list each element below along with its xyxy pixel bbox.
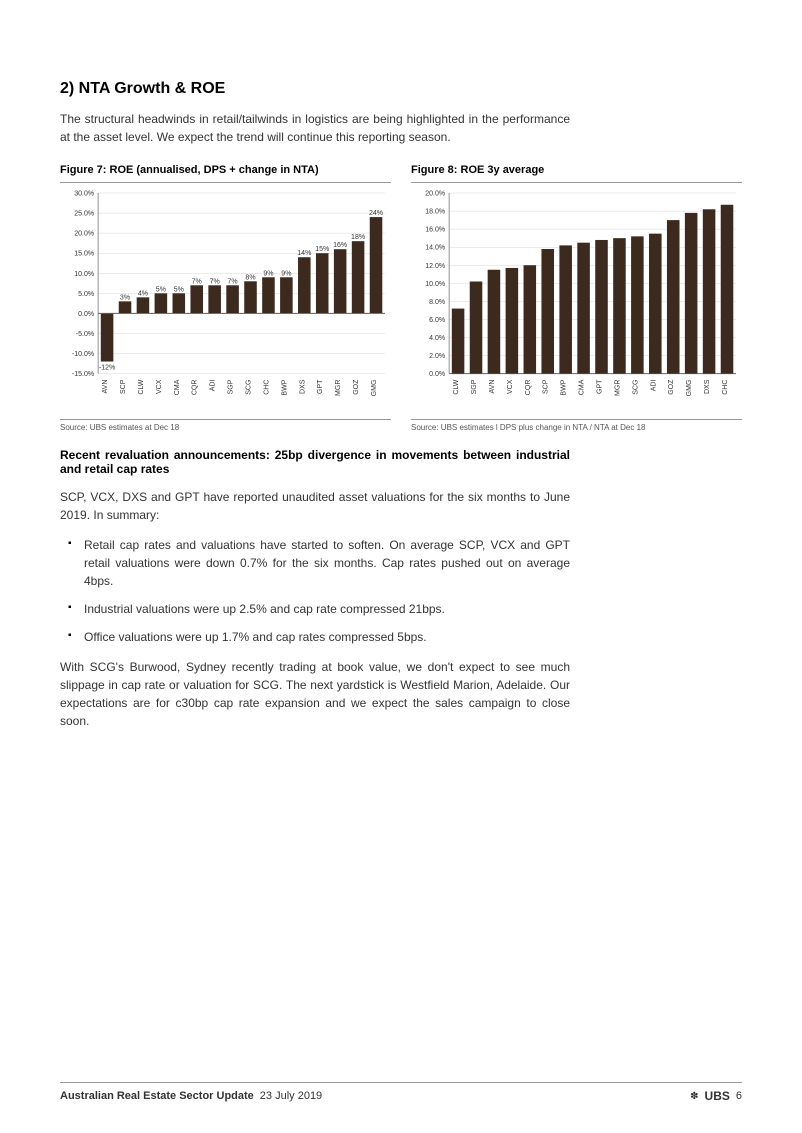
- svg-text:2.0%: 2.0%: [429, 353, 445, 360]
- svg-text:6.0%: 6.0%: [429, 317, 445, 324]
- svg-text:CLW: CLW: [138, 379, 145, 394]
- svg-text:7%: 7%: [210, 278, 220, 285]
- svg-text:9%: 9%: [281, 270, 291, 277]
- svg-text:0.0%: 0.0%: [429, 371, 445, 378]
- svg-text:GMG: GMG: [686, 380, 693, 397]
- svg-text:16%: 16%: [333, 242, 347, 249]
- svg-text:7%: 7%: [228, 278, 238, 285]
- svg-text:9%: 9%: [263, 270, 273, 277]
- svg-text:CHC: CHC: [263, 380, 270, 395]
- figure-7-block: Figure 7: ROE (annualised, DPS + change …: [60, 164, 391, 432]
- svg-text:14%: 14%: [297, 250, 311, 257]
- paragraph-2: With SCG's Burwood, Sydney recently trad…: [60, 658, 570, 730]
- figure-8-source: Source: UBS estimates l DPS plus change …: [411, 419, 742, 432]
- svg-text:30.0%: 30.0%: [74, 191, 94, 198]
- svg-text:SGP: SGP: [228, 379, 235, 394]
- footer-left: Australian Real Estate Sector Update 23 …: [60, 1090, 322, 1102]
- svg-text:15%: 15%: [315, 246, 329, 253]
- svg-text:7%: 7%: [192, 278, 202, 285]
- svg-text:SCP: SCP: [120, 379, 127, 394]
- svg-text:10.0%: 10.0%: [425, 281, 445, 288]
- svg-text:10.0%: 10.0%: [74, 271, 94, 278]
- svg-text:CMA: CMA: [579, 379, 586, 395]
- svg-text:18%: 18%: [351, 234, 365, 241]
- svg-text:14.0%: 14.0%: [425, 245, 445, 252]
- svg-text:CQR: CQR: [192, 380, 199, 396]
- svg-text:ADI: ADI: [210, 380, 217, 392]
- footer-date: 23 July 2019: [260, 1090, 322, 1102]
- svg-text:SGP: SGP: [471, 379, 478, 394]
- svg-text:DXS: DXS: [704, 379, 711, 394]
- svg-text:-12%: -12%: [99, 365, 115, 372]
- svg-text:SCG: SCG: [246, 380, 253, 395]
- svg-text:CHC: CHC: [722, 380, 729, 395]
- figure-8-title: Figure 8: ROE 3y average: [411, 164, 742, 176]
- page-footer: Australian Real Estate Sector Update 23 …: [60, 1082, 742, 1103]
- svg-text:CMA: CMA: [174, 379, 181, 395]
- svg-text:15.0%: 15.0%: [74, 251, 94, 258]
- svg-text:-15.0%: -15.0%: [72, 371, 94, 378]
- svg-text:3%: 3%: [120, 294, 130, 301]
- list-item: Office valuations were up 1.7% and cap r…: [60, 628, 570, 646]
- svg-text:GOZ: GOZ: [353, 379, 360, 395]
- svg-text:GOZ: GOZ: [668, 379, 675, 395]
- svg-text:12.0%: 12.0%: [425, 263, 445, 270]
- figure-7-title: Figure 7: ROE (annualised, DPS + change …: [60, 164, 391, 176]
- ubs-logo: UBS: [705, 1089, 730, 1103]
- svg-text:SCP: SCP: [543, 379, 550, 394]
- svg-text:ADI: ADI: [650, 380, 657, 392]
- footer-right: ✽ UBS 6: [690, 1089, 742, 1103]
- svg-text:24%: 24%: [369, 210, 383, 217]
- svg-text:5%: 5%: [174, 286, 184, 293]
- svg-text:MGR: MGR: [335, 380, 342, 396]
- svg-text:BWP: BWP: [281, 379, 288, 395]
- svg-text:CQR: CQR: [525, 380, 532, 396]
- svg-text:5%: 5%: [156, 286, 166, 293]
- svg-text:GPT: GPT: [317, 379, 324, 394]
- svg-text:GMG: GMG: [371, 380, 378, 397]
- figure-8-block: Figure 8: ROE 3y average 0.0% 2.0% 4.0% 6.0…: [411, 164, 742, 432]
- footer-title: Australian Real Estate Sector Update: [60, 1090, 254, 1102]
- svg-text:4%: 4%: [138, 290, 148, 297]
- page-number: 6: [736, 1090, 742, 1102]
- svg-text:0.0%: 0.0%: [78, 311, 94, 318]
- svg-text:20.0%: 20.0%: [425, 191, 445, 198]
- charts-row: Figure 7: ROE (annualised, DPS + change …: [60, 164, 742, 432]
- bullet-list: Retail cap rates and valuations have sta…: [60, 536, 570, 646]
- svg-text:MGR: MGR: [614, 380, 621, 396]
- list-item: Industrial valuations were up 2.5% and c…: [60, 600, 570, 618]
- intro-paragraph: The structural headwinds in retail/tailw…: [60, 110, 570, 146]
- svg-text:8.0%: 8.0%: [429, 299, 445, 306]
- svg-text:-10.0%: -10.0%: [72, 351, 94, 358]
- svg-text:AVN: AVN: [489, 380, 496, 394]
- svg-text:4.0%: 4.0%: [429, 335, 445, 342]
- svg-text:VCX: VCX: [507, 379, 514, 394]
- svg-text:8%: 8%: [245, 274, 255, 281]
- svg-text:DXS: DXS: [299, 379, 306, 394]
- figure-8-chart: 0.0% 2.0% 4.0% 6.0% 8.0% 10.0% 12.0% 14.0% 16.0%…: [411, 182, 742, 414]
- svg-text:20.0%: 20.0%: [74, 231, 94, 238]
- svg-text:GPT: GPT: [597, 379, 604, 394]
- section-heading: 2) NTA Growth & ROE: [60, 80, 742, 98]
- figure-7-source: Source: UBS estimates at Dec 18: [60, 419, 391, 432]
- subsection-heading: Recent revaluation announcements: 25bp d…: [60, 448, 570, 476]
- svg-text:25.0%: 25.0%: [74, 211, 94, 218]
- svg-text:CLW: CLW: [453, 379, 460, 394]
- svg-text:SCG: SCG: [632, 380, 639, 395]
- svg-text:16.0%: 16.0%: [425, 227, 445, 234]
- figure-7-chart: -15.0% -10.0% -5.0% 0.0% 5.0% 10.0% 15.0% 20.0%…: [60, 182, 391, 414]
- svg-text:18.0%: 18.0%: [425, 209, 445, 216]
- svg-text:-5.0%: -5.0%: [76, 331, 94, 338]
- paragraph-1: SCP, VCX, DXS and GPT have reported unau…: [60, 488, 570, 524]
- svg-text:VCX: VCX: [156, 379, 163, 394]
- svg-text:BWP: BWP: [561, 379, 568, 395]
- svg-text:AVN: AVN: [102, 380, 109, 394]
- svg-text:5.0%: 5.0%: [78, 291, 94, 298]
- list-item: Retail cap rates and valuations have sta…: [60, 536, 570, 590]
- ubs-keys-icon: ✽: [690, 1091, 698, 1102]
